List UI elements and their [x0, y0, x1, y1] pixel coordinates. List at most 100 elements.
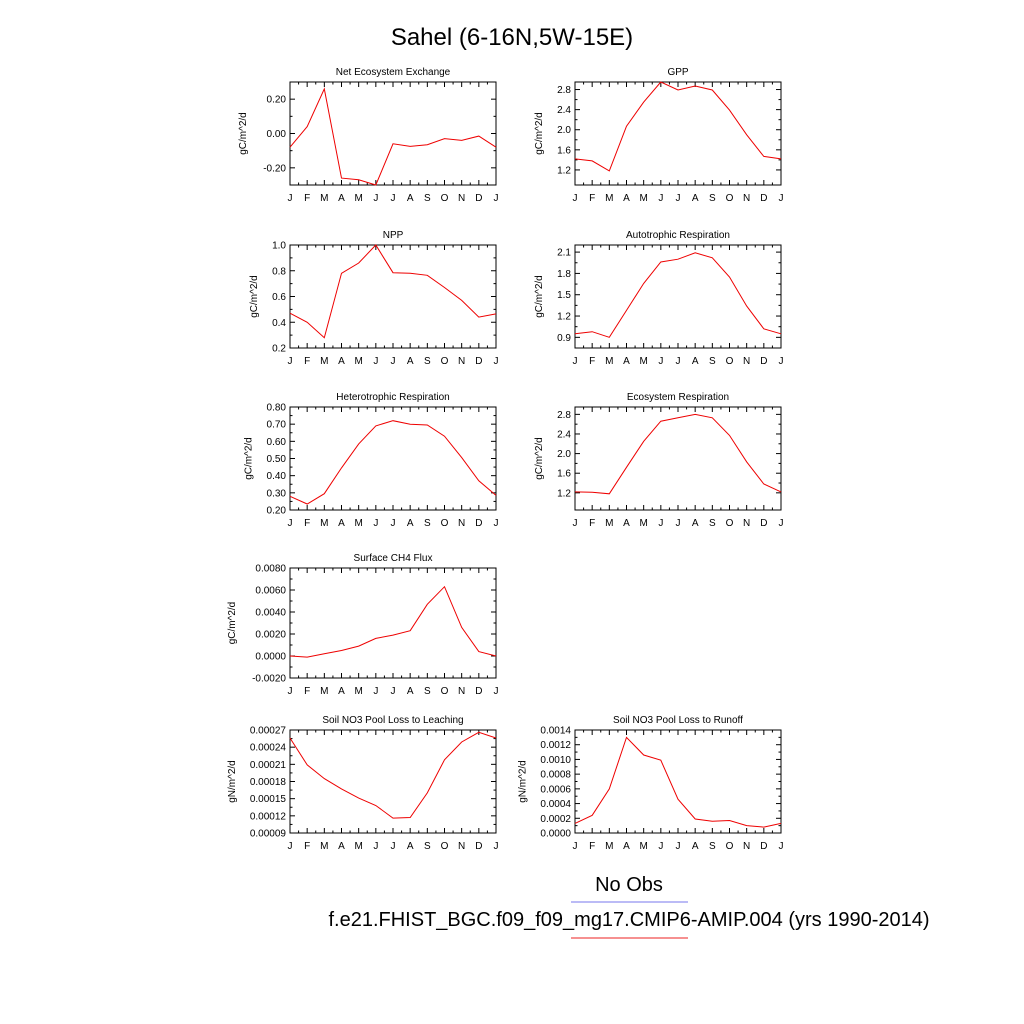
x-tick-label: D	[760, 193, 767, 204]
x-tick-label: A	[623, 518, 630, 529]
y-tick-label: 2.8	[557, 85, 571, 96]
y-tick-label: 1.8	[557, 269, 571, 280]
y-tick-label: 0.20	[267, 95, 287, 106]
x-tick-label: D	[760, 841, 767, 852]
y-tick-label: 0.80	[267, 403, 287, 414]
y-tick-label: 0.0002	[540, 814, 571, 825]
y-tick-label: 0.0008	[540, 770, 571, 781]
panel-title: Soil NO3 Pool Loss to Runoff	[613, 715, 743, 726]
x-tick-label: D	[475, 686, 482, 697]
x-tick-label: F	[589, 518, 595, 529]
y-tick-label: 0.0020	[255, 630, 286, 641]
x-tick-label: J	[391, 841, 396, 852]
x-tick-label: J	[288, 686, 293, 697]
x-tick-label: A	[407, 356, 414, 367]
y-tick-label: -0.0020	[252, 674, 286, 685]
y-tick-label: 2.0	[557, 449, 571, 460]
x-tick-label: N	[743, 518, 750, 529]
x-tick-label: F	[304, 686, 310, 697]
x-tick-label: A	[692, 193, 699, 204]
x-tick-label: F	[589, 841, 595, 852]
x-tick-label: M	[354, 686, 362, 697]
y-axis-label: gC/m^2/d	[249, 275, 260, 318]
plot-frame	[289, 406, 497, 511]
y-axis-label: gC/m^2/d	[227, 602, 238, 645]
x-tick-label: A	[338, 518, 345, 529]
y-tick-label: 0.0060	[255, 586, 286, 597]
x-tick-label: J	[779, 356, 784, 367]
series-line	[289, 244, 497, 339]
x-tick-label: A	[407, 841, 414, 852]
x-tick-label: D	[475, 193, 482, 204]
panel-title: NPP	[383, 230, 404, 241]
x-tick-label: O	[726, 518, 734, 529]
y-tick-label: 0.00	[267, 129, 287, 140]
x-tick-label: J	[676, 841, 681, 852]
plot-frame	[574, 244, 782, 349]
y-tick-label: 2.1	[557, 248, 571, 259]
x-tick-label: J	[288, 356, 293, 367]
x-tick-label: A	[623, 841, 630, 852]
y-tick-label: 0.40	[267, 471, 287, 482]
y-axis-label: gC/m^2/d	[244, 437, 255, 480]
y-tick-label: 0.0010	[540, 755, 571, 766]
x-tick-label: J	[658, 193, 663, 204]
x-tick-label: J	[373, 356, 378, 367]
x-tick-label: M	[639, 356, 647, 367]
panel-title: Net Ecosystem Exchange	[336, 67, 451, 78]
panel-title: Ecosystem Respiration	[627, 392, 729, 403]
y-tick-label: 0.50	[267, 454, 287, 465]
x-tick-label: O	[726, 193, 734, 204]
series-line	[289, 585, 497, 658]
x-tick-label: A	[692, 841, 699, 852]
x-tick-label: M	[605, 518, 613, 529]
y-tick-label: 0.0006	[540, 784, 571, 795]
x-tick-label: J	[676, 193, 681, 204]
y-tick-label: 0.00015	[250, 794, 287, 805]
y-tick-label: 2.8	[557, 410, 571, 421]
y-tick-label: 0.4	[272, 318, 286, 329]
y-tick-label: 1.6	[557, 145, 571, 156]
x-tick-label: F	[304, 518, 310, 529]
x-tick-label: M	[605, 841, 613, 852]
panel-title: Surface CH4 Flux	[354, 553, 433, 564]
x-tick-label: J	[573, 518, 578, 529]
x-tick-label: A	[338, 841, 345, 852]
x-tick-label: N	[458, 193, 465, 204]
y-tick-label: 0.0004	[540, 799, 571, 810]
x-tick-label: O	[441, 686, 449, 697]
x-tick-label: M	[320, 356, 328, 367]
plot-frame	[289, 567, 497, 679]
x-tick-label: S	[424, 686, 431, 697]
x-tick-label: M	[639, 193, 647, 204]
x-tick-label: J	[494, 841, 499, 852]
x-tick-label: J	[373, 686, 378, 697]
x-tick-label: J	[779, 841, 784, 852]
x-tick-label: M	[605, 356, 613, 367]
x-tick-label: J	[779, 193, 784, 204]
x-tick-label: A	[623, 356, 630, 367]
y-tick-label: 2.4	[557, 105, 571, 116]
x-tick-label: J	[658, 518, 663, 529]
panel-title: Heterotrophic Respiration	[336, 392, 449, 403]
x-tick-label: S	[709, 841, 716, 852]
legend-label-model: f.e21.FHIST_BGC.f09_f09_mg17.CMIP6-AMIP.…	[328, 909, 929, 931]
x-tick-label: J	[779, 518, 784, 529]
x-tick-label: A	[338, 356, 345, 367]
y-tick-label: 1.2	[557, 488, 571, 499]
y-tick-label: 0.0000	[540, 829, 571, 840]
x-tick-label: F	[304, 193, 310, 204]
x-tick-label: A	[692, 518, 699, 529]
y-tick-label: 0.0080	[255, 564, 286, 575]
y-tick-label: 0.00024	[250, 743, 287, 754]
panel-title: Soil NO3 Pool Loss to Leaching	[322, 715, 463, 726]
y-tick-label: 0.00009	[250, 829, 287, 840]
x-tick-label: J	[573, 841, 578, 852]
x-tick-label: A	[338, 686, 345, 697]
